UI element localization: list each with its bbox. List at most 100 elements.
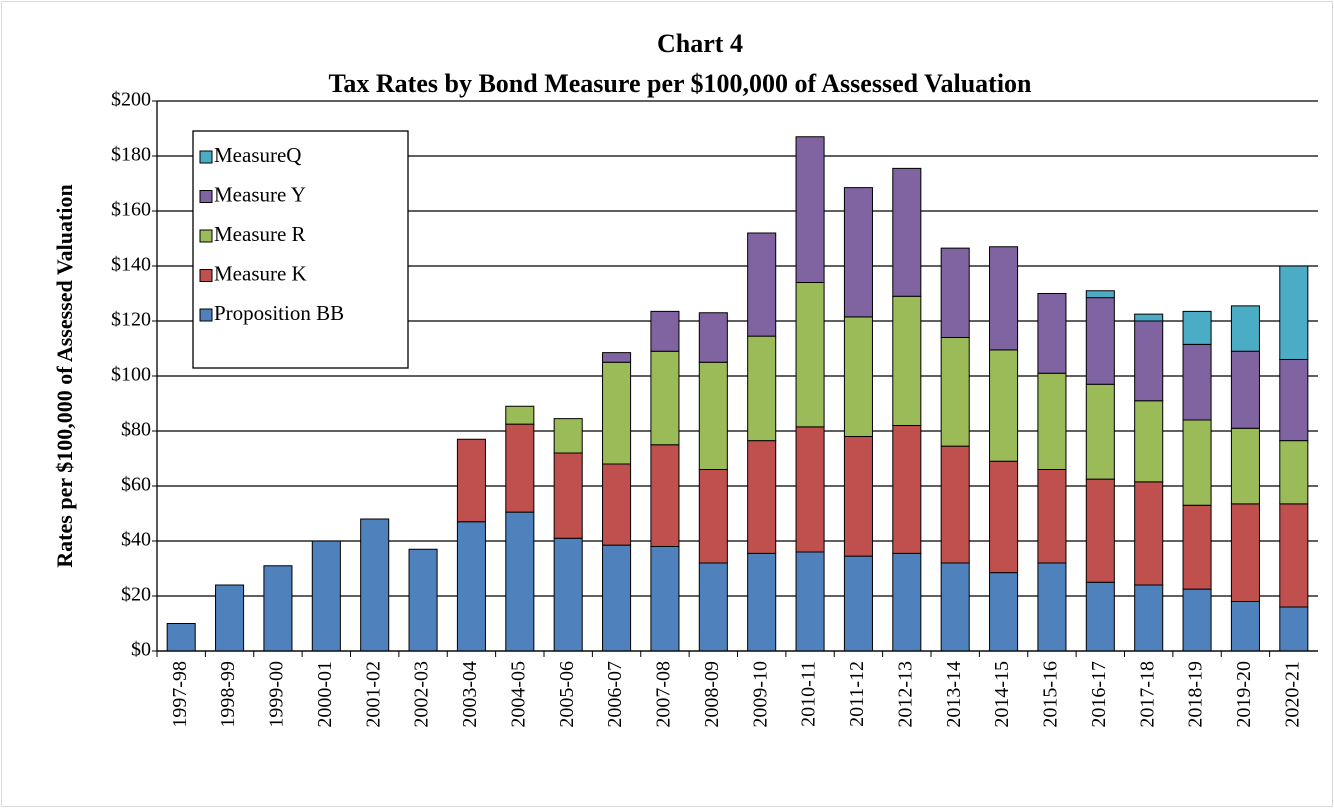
bar-segment: [1279, 359, 1309, 442]
x-tick-label: 2015-16: [1040, 661, 1062, 728]
x-tick-label: 1998-99: [217, 661, 239, 728]
bar-segment: [456, 438, 486, 523]
bar-segment: [1085, 290, 1115, 299]
x-tick-label: 2014-15: [991, 661, 1013, 728]
bar-segment: [940, 337, 970, 447]
bar-segment: [1037, 469, 1067, 564]
legend-swatch: [199, 190, 213, 203]
bar-segment: [553, 537, 583, 652]
x-tick-label: 2019-20: [1233, 661, 1255, 728]
legend-label: Measure Y: [214, 182, 306, 206]
bar-segment: [1037, 372, 1067, 470]
bar-segment: [1134, 400, 1164, 483]
x-tick-label: 2003-04: [459, 661, 481, 728]
x-tick-label: 2002-03: [411, 661, 433, 728]
bar-segment: [747, 335, 777, 442]
x-tick-label: 2020-21: [1281, 661, 1303, 728]
bar-segment: [1279, 440, 1309, 505]
bar-segment: [747, 232, 777, 337]
bar-segment: [795, 136, 825, 283]
x-tick-label: 2016-17: [1088, 661, 1110, 728]
y-axis-label: Rates per $100,000 of Assessed Valuation: [52, 184, 77, 567]
x-tick-label: 2007-08: [653, 661, 675, 728]
bar-segment: [698, 469, 728, 564]
bar-segment: [1037, 293, 1067, 374]
bar-segment: [602, 361, 632, 465]
x-tick-label: 2008-09: [701, 661, 723, 728]
legend-swatch: [199, 229, 213, 243]
legend-label: Proposition BB: [214, 301, 344, 325]
bar-segment: [1182, 310, 1212, 345]
legend-label: MeasureQ: [214, 143, 301, 167]
y-tick-label: $200: [111, 89, 151, 111]
bar-segment: [311, 540, 341, 652]
x-tick-label: 2006-07: [604, 661, 626, 728]
bar-segment: [166, 623, 196, 652]
bar-segment: [1182, 504, 1212, 590]
legend-swatch: [199, 269, 213, 282]
bar-segment: [263, 565, 293, 652]
chart-title: Chart 4: [657, 29, 743, 58]
bar-segment: [1279, 606, 1309, 652]
bar-segment: [989, 246, 1019, 351]
y-tick-label: $100: [111, 364, 151, 386]
bar-segment: [1134, 481, 1164, 586]
x-tick-label: 2001-02: [362, 661, 384, 728]
bar-segment: [843, 187, 873, 318]
x-tick-label: 2011-12: [846, 661, 868, 727]
bar-segment: [747, 552, 777, 652]
legend-swatch: [199, 150, 213, 164]
bar-segment: [892, 295, 922, 426]
bar-segment: [989, 349, 1019, 462]
bar-segment: [1134, 313, 1164, 322]
bar-segment: [553, 452, 583, 539]
bar-segment: [408, 548, 438, 652]
y-tick-label: $180: [111, 144, 151, 166]
bar-segment: [698, 312, 728, 363]
bar-segment: [650, 310, 680, 352]
bar-segment: [940, 247, 970, 338]
x-tick-label: 2013-14: [943, 661, 965, 728]
x-tick-label: 2017-18: [1136, 661, 1158, 728]
bar-segment: [1230, 427, 1260, 505]
legend-label: Measure R: [214, 222, 306, 246]
bar-segment: [989, 460, 1019, 574]
bar-segment: [650, 444, 680, 547]
y-tick-label: $20: [121, 584, 151, 606]
bar-segment: [795, 426, 825, 553]
bar-segment: [843, 316, 873, 437]
chart-subtitle: Tax Rates by Bond Measure per $100,000 o…: [328, 69, 1032, 98]
y-tick-label: $80: [121, 419, 151, 441]
bar-segment: [1134, 320, 1164, 402]
bar-segment: [747, 440, 777, 554]
bar-segment: [1230, 305, 1260, 352]
x-tick-label: 2005-06: [556, 661, 578, 728]
y-tick-label: $160: [111, 199, 151, 221]
bar-segment: [795, 551, 825, 652]
x-tick-label: 2012-13: [894, 661, 916, 728]
bar-segment: [1085, 478, 1115, 583]
bar-segment: [505, 423, 535, 513]
bar-segment: [1037, 562, 1067, 652]
y-tick-label: $40: [121, 529, 151, 551]
bar-segment: [602, 352, 632, 363]
bar-segment: [602, 463, 632, 546]
bar-segment: [940, 445, 970, 564]
bar-segment: [505, 511, 535, 652]
bar-segment: [1085, 581, 1115, 652]
legend-box: [192, 130, 409, 369]
y-tick-label: $0: [131, 639, 151, 661]
bar-segment: [892, 167, 922, 297]
bar-segment: [989, 572, 1019, 652]
x-tick-label: 2000-01: [314, 661, 336, 728]
bar-segment: [360, 518, 390, 652]
legend-label: Measure K: [214, 261, 307, 285]
bar-segment: [1182, 588, 1212, 652]
bar-segment: [1230, 503, 1260, 602]
x-tick-label: 2004-05: [507, 661, 529, 728]
bar-segment: [1230, 350, 1260, 429]
bar-segment: [698, 562, 728, 652]
bar-segment: [698, 361, 728, 470]
bar-segment: [650, 546, 680, 652]
